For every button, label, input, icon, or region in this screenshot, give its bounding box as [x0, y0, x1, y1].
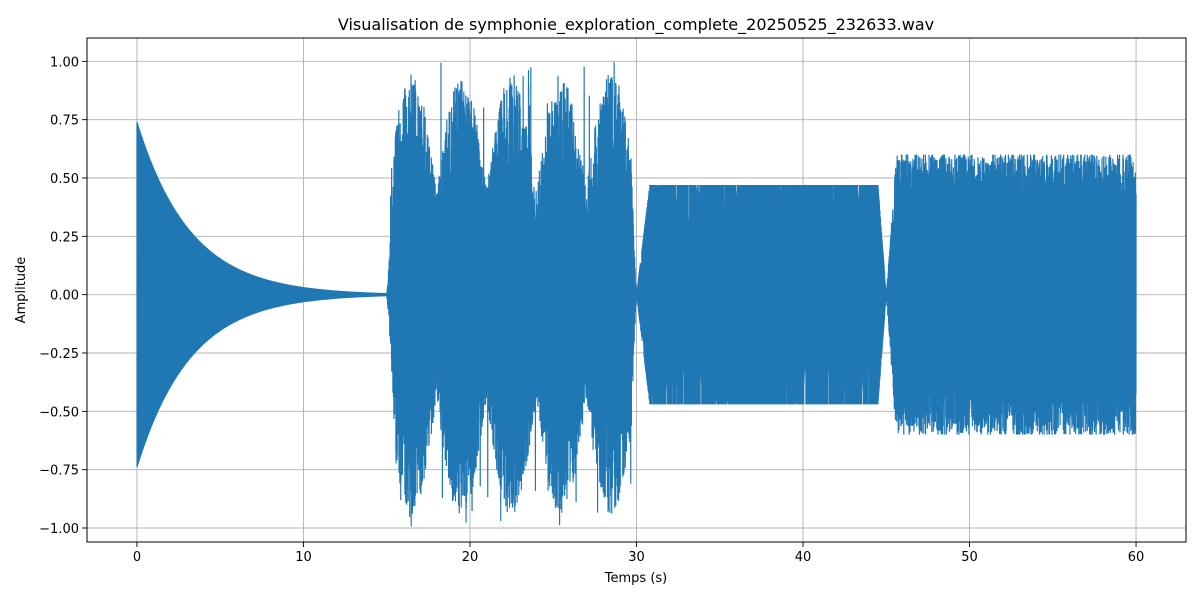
x-tick-label: 10 [295, 550, 312, 565]
x-tick-label: 0 [133, 550, 141, 565]
y-tick-label: 0.75 [50, 114, 79, 129]
x-tick-label: 40 [795, 550, 812, 565]
x-axis-ticks: 0 10 20 30 40 50 60 [133, 542, 1145, 565]
y-axis-ticks: −1.00 −0.75 −0.50 −0.25 0.00 0.25 0.50 0.75 1.00 [39, 55, 87, 537]
y-tick-label: −0.25 [39, 347, 79, 362]
y-axis-label: Amplitude [14, 257, 29, 324]
x-axis-label: Temps (s) [604, 571, 667, 586]
waveform-series [136, 62, 1137, 527]
y-tick-label: 0.50 [50, 172, 79, 187]
waveform-line [136, 62, 1137, 527]
y-tick-label: 0.00 [50, 289, 79, 304]
y-tick-label: −1.00 [39, 522, 79, 537]
x-tick-label: 60 [1128, 550, 1145, 565]
y-tick-label: −0.75 [39, 464, 79, 479]
x-tick-label: 20 [462, 550, 479, 565]
x-tick-label: 30 [628, 550, 645, 565]
y-tick-label: −0.50 [39, 405, 79, 420]
x-tick-label: 50 [961, 550, 978, 565]
y-tick-label: 1.00 [50, 55, 79, 70]
chart-title: Visualisation de symphonie_exploration_c… [338, 15, 934, 35]
y-tick-label: 0.25 [50, 230, 79, 245]
